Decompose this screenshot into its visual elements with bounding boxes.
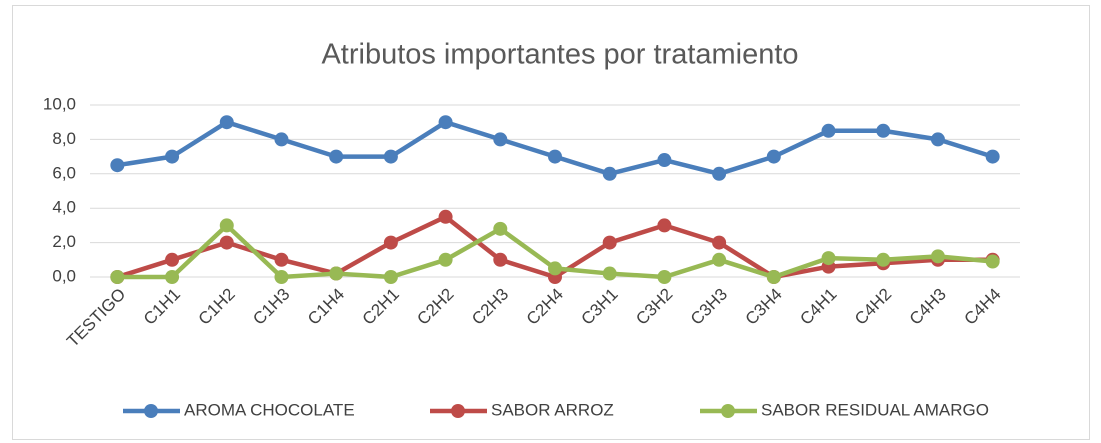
data-point	[657, 270, 672, 284]
data-point	[493, 132, 508, 147]
y-tick-label: 8,0	[52, 129, 76, 148]
data-point	[274, 270, 289, 284]
data-point	[383, 235, 398, 250]
data-point	[274, 252, 289, 267]
y-tick-label: 10,0	[43, 94, 76, 113]
data-point	[985, 149, 1000, 164]
data-point	[329, 149, 344, 164]
data-point	[602, 235, 617, 250]
data-point	[383, 270, 398, 284]
data-point	[165, 252, 180, 267]
data-point	[548, 149, 562, 164]
chart-border	[12, 5, 1090, 440]
legend-marker	[721, 404, 735, 418]
data-point	[165, 270, 180, 284]
legend-marker	[144, 404, 158, 418]
data-point	[602, 266, 617, 281]
data-point	[110, 158, 125, 173]
data-point	[712, 166, 727, 181]
data-point	[493, 252, 508, 267]
data-point	[930, 249, 945, 264]
data-point	[657, 218, 672, 233]
y-tick-label: 6,0	[52, 163, 76, 182]
data-point	[766, 149, 781, 164]
data-point	[438, 115, 453, 130]
chart-title: Atributos importantes por tratamiento	[321, 39, 798, 71]
legend-marker	[451, 404, 465, 418]
data-point	[930, 132, 945, 147]
legend-label: SABOR RESIDUAL AMARGO	[761, 400, 989, 419]
data-point	[438, 252, 453, 267]
data-point	[985, 254, 1000, 269]
y-tick-label: 4,0	[52, 198, 76, 217]
data-point	[602, 166, 617, 181]
data-point	[219, 218, 234, 233]
data-point	[657, 153, 672, 168]
data-point	[110, 270, 125, 284]
data-point	[383, 149, 398, 164]
data-point	[548, 261, 562, 276]
data-point	[165, 149, 180, 164]
data-point	[219, 235, 234, 250]
legend-label: SABOR ARROZ	[491, 400, 614, 419]
data-point	[493, 221, 508, 236]
data-point	[821, 251, 836, 266]
data-point	[712, 252, 727, 267]
data-point	[274, 132, 289, 147]
y-tick-label: 0,0	[52, 266, 76, 285]
legend-label: AROMA CHOCOLATE	[184, 400, 355, 419]
data-point	[712, 235, 727, 250]
data-point	[438, 209, 453, 224]
data-point	[876, 123, 891, 138]
data-point	[219, 115, 234, 130]
y-tick-label: 2,0	[52, 232, 76, 251]
data-point	[766, 270, 781, 284]
data-point	[876, 252, 891, 267]
data-point	[821, 123, 836, 138]
data-point	[329, 266, 344, 281]
